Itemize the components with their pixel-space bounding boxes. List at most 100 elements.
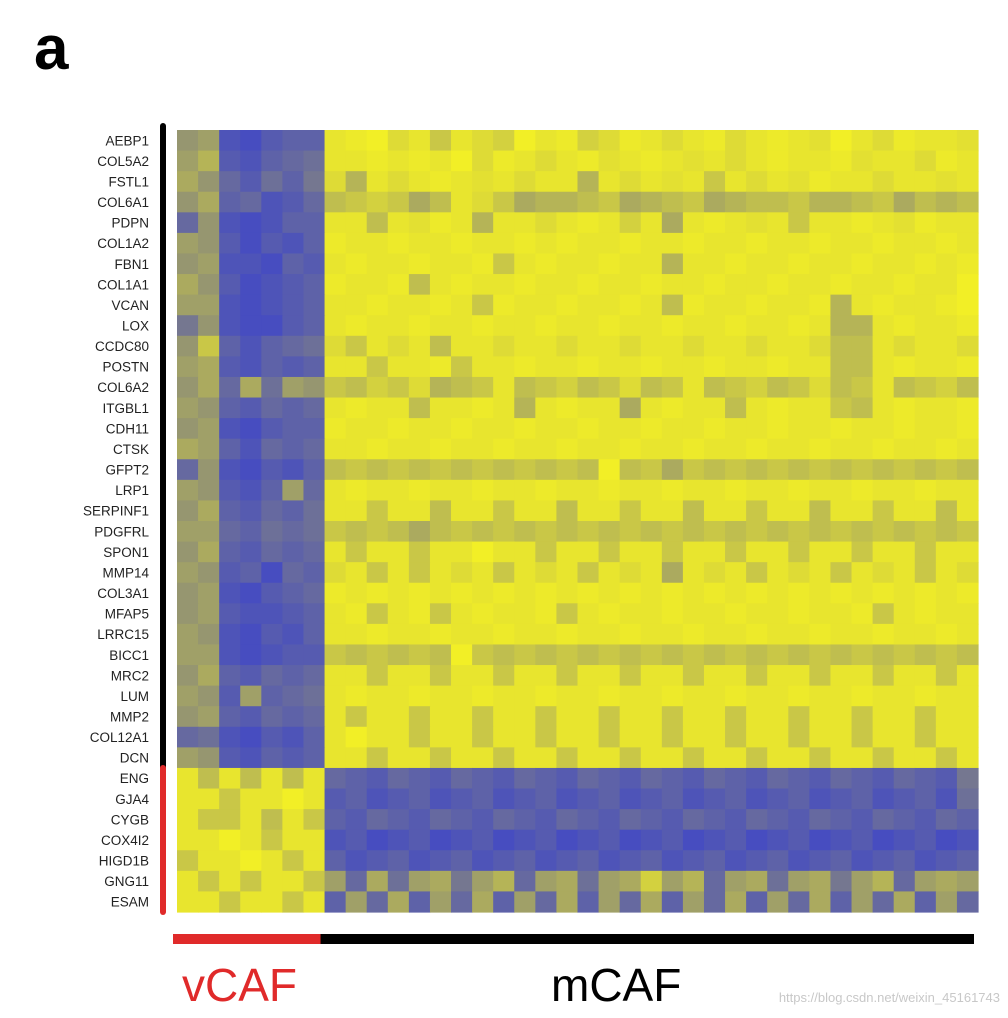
heatmap-cell-col6a1-35: [893, 191, 916, 213]
heatmap-cell-vcan-19: [556, 294, 579, 316]
heatmap-cell-serpinf1-20: [577, 500, 600, 522]
heatmap-cell-cdh11-29: [767, 418, 789, 440]
heatmap-cell-fbn1-6: [282, 253, 305, 275]
heatmap-cell-serpinf1-31: [809, 500, 832, 522]
heatmap-cell-esam-19: [556, 891, 579, 913]
heatmap-cell-cygb-22: [619, 809, 642, 831]
heatmap-cell-gja4-29: [767, 788, 789, 810]
heatmap-cell-spon1-18: [535, 541, 558, 563]
heatmap-cell-col3a1-14: [451, 582, 473, 604]
heatmap-cell-itgbl1-5: [261, 397, 283, 419]
heatmap-cell-cygb-18: [535, 809, 558, 831]
heatmap-cell-col12a1-13: [429, 726, 452, 748]
heatmap-cell-bicc1-29: [767, 644, 789, 666]
heatmap-cell-lrrc15-38: [956, 623, 979, 646]
heatmap-cell-postn-26: [703, 356, 726, 378]
heatmap-cell-dcn-34: [872, 747, 895, 769]
heatmap-cell-col1a2-10: [366, 232, 389, 255]
heatmap-cell-col1a2-31: [809, 232, 832, 255]
heatmap-cell-spon1-29: [767, 541, 789, 563]
heatmap-cell-mrc2-25: [682, 665, 705, 687]
heatmap-cell-pdpn-25: [682, 212, 705, 234]
heatmap-cell-gng11-3: [219, 870, 241, 893]
heatmap-cell-postn-8: [324, 356, 347, 378]
heatmap-cell-cygb-8: [324, 809, 347, 831]
heatmap-cell-bicc1-12: [408, 644, 431, 666]
heatmap-cell-pdgfrl-10: [366, 521, 389, 543]
row-label-mmp2: MMP2: [110, 710, 149, 725]
heatmap-cell-lox-30: [788, 315, 810, 337]
heatmap-cell-mmp2-32: [830, 706, 853, 728]
heatmap-cell-col1a2-25: [682, 232, 705, 255]
heatmap-cell-mmp14-7: [303, 562, 326, 584]
heatmap-cell-esam-6: [282, 891, 305, 913]
heatmap-cell-cygb-25: [682, 809, 705, 831]
heatmap-cell-gja4-4: [240, 788, 262, 810]
heatmap-cell-pdpn-37: [935, 212, 958, 234]
heatmap-cell-pdpn-23: [640, 212, 663, 234]
heatmap-cell-pdpn-20: [577, 212, 600, 234]
heatmap-cell-col12a1-36: [914, 726, 937, 748]
row-label-fstl1: FSTL1: [108, 174, 149, 189]
heatmap-cell-col6a1-31: [809, 191, 832, 213]
heatmap-cell-gja4-12: [408, 788, 431, 810]
heatmap-cell-lrrc15-27: [725, 623, 747, 646]
heatmap-cell-pdgfrl-23: [640, 521, 663, 543]
heatmap-cell-mmp14-29: [767, 562, 789, 584]
heatmap-cell-col3a1-31: [809, 582, 832, 604]
heatmap-cell-dcn-10: [366, 747, 389, 769]
heatmap-cell-col3a1-8: [324, 582, 347, 604]
heatmap-cell-cox4i2-28: [746, 829, 768, 851]
heatmap-cell-lrp1-1: [177, 479, 199, 502]
heatmap-cell-mfap5-29: [767, 603, 789, 625]
heatmap-cell-mmp14-12: [408, 562, 431, 584]
heatmap-cell-mrc2-32: [830, 665, 853, 687]
heatmap-cell-cdh11-21: [598, 418, 621, 440]
heatmap-cell-col6a1-13: [429, 191, 452, 213]
heatmap-cell-itgbl1-8: [324, 397, 347, 419]
heatmap-cell-col1a2-3: [219, 232, 241, 255]
heatmap-cell-fstl1-8: [324, 171, 347, 193]
heatmap-cell-ctsk-21: [598, 438, 621, 460]
heatmap-cell-mrc2-33: [851, 665, 874, 687]
heatmap-cell-vcan-35: [893, 294, 916, 316]
heatmap-cell-fbn1-29: [767, 253, 789, 275]
heatmap-cell-cox4i2-11: [387, 829, 410, 851]
heatmap-cell-col3a1-29: [767, 582, 789, 604]
heatmap-cell-lum-36: [914, 685, 937, 707]
heatmap-cell-ccdc80-27: [725, 335, 747, 357]
heatmap-cell-mfap5-24: [661, 603, 684, 625]
heatmap-cell-pdpn-6: [282, 212, 305, 234]
heatmap-cell-mmp14-38: [956, 562, 979, 584]
heatmap-cell-postn-1: [177, 356, 199, 378]
heatmap-cell-col1a1-29: [767, 274, 789, 296]
heatmap-cell-fbn1-7: [303, 253, 326, 275]
heatmap-cell-cox4i2-2: [198, 829, 220, 851]
heatmap-cell-pdgfrl-2: [198, 521, 220, 543]
heatmap-cell-cdh11-2: [198, 418, 220, 440]
heatmap-cell-lrp1-25: [682, 479, 705, 502]
heatmap-cell-col1a1-30: [788, 274, 810, 296]
heatmap-cell-col3a1-24: [661, 582, 684, 604]
row-label-postn: POSTN: [102, 360, 149, 375]
heatmap-cell-col6a1-22: [619, 191, 642, 213]
heatmap-cell-ctsk-19: [556, 438, 579, 460]
heatmap-cell-dcn-28: [746, 747, 768, 769]
heatmap-cell-fstl1-6: [282, 171, 305, 193]
heatmap-cell-cox4i2-35: [893, 829, 916, 851]
heatmap-cell-higd1b-11: [387, 850, 410, 872]
heatmap-cell-col1a1-15: [472, 274, 494, 296]
heatmap-cell-fbn1-4: [240, 253, 262, 275]
heatmap-cell-mmp2-28: [746, 706, 768, 728]
heatmap-cell-cdh11-10: [366, 418, 389, 440]
heatmap-cell-aebp1-13: [429, 130, 452, 152]
heatmap-cell-mrc2-10: [366, 665, 389, 687]
heatmap-cell-col12a1-1: [177, 726, 199, 748]
heatmap-cell-serpinf1-36: [914, 500, 937, 522]
heatmap-cell-col1a1-2: [198, 274, 220, 296]
heatmap-cell-ctsk-32: [830, 438, 853, 460]
heatmap-cell-pdgfrl-9: [345, 521, 368, 543]
heatmap-cell-cox4i2-18: [535, 829, 558, 851]
heatmap-cell-pdgfrl-37: [935, 521, 958, 543]
heatmap-cell-vcan-14: [451, 294, 473, 316]
